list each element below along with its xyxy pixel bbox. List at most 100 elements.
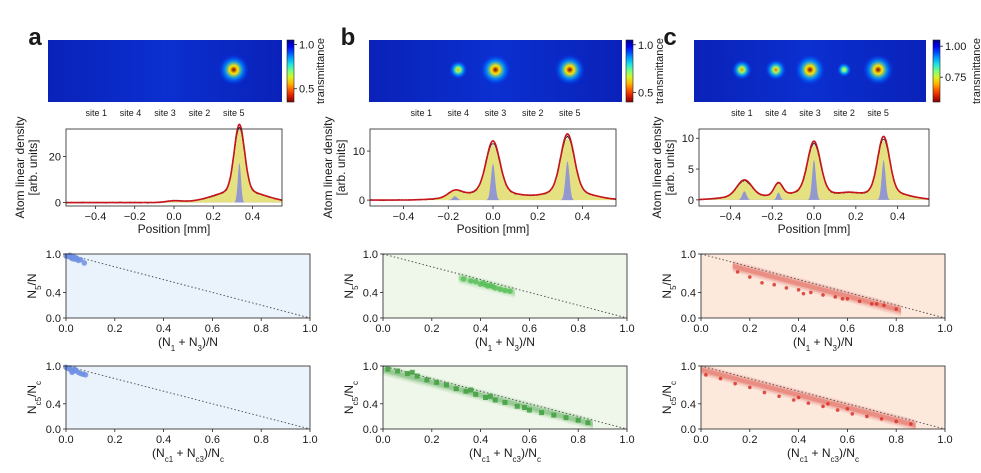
data-point — [748, 275, 752, 279]
y-tick-label: 0.0 — [681, 313, 696, 325]
atom-cloud-spot — [553, 53, 586, 86]
data-point — [784, 286, 789, 290]
data-point — [81, 260, 88, 266]
y-tick-label: 1.0 — [363, 361, 378, 373]
data-point — [894, 307, 898, 311]
x-tick-label: 0.0 — [58, 434, 73, 446]
y-axis-label: Atom linear density — [650, 116, 664, 218]
data-point — [522, 405, 528, 411]
x-tick-label: 0.2 — [742, 434, 757, 446]
data-point — [796, 288, 801, 292]
diagonal-reference-line — [65, 253, 311, 319]
absorption-image — [48, 40, 282, 102]
site-label: site 5 — [867, 108, 889, 118]
x-tick-label: 0.2 — [424, 434, 439, 446]
condensate-fill — [699, 159, 929, 200]
y-axis-label: N5/N — [25, 273, 43, 298]
x-tick-label: 0.0 — [693, 434, 708, 446]
data-point — [551, 412, 557, 418]
y-tick-label: 1.0 — [363, 249, 378, 261]
y-tick-label: 0 — [688, 195, 694, 207]
panel-a: a site 1 site 4 site 3 site 2 site 5 1.0 0.5 tra… — [13, 24, 327, 464]
data-point — [463, 388, 469, 394]
colorbar-tick-label: 0.75 — [945, 72, 966, 84]
data-point — [806, 401, 811, 405]
x-tick-label: 0.8 — [254, 323, 269, 335]
data-point — [733, 381, 737, 386]
x-tick-label: 0.0 — [693, 323, 708, 335]
site-label: site 2 — [189, 108, 211, 118]
y-tick-label: 0.0 — [46, 313, 61, 325]
data-point — [821, 293, 825, 297]
data-point — [762, 390, 767, 395]
x-tick-label: 0.4 — [890, 211, 905, 223]
y-tick-label: 0.0 — [681, 424, 696, 436]
x-tick-label: 1.0 — [619, 434, 634, 446]
diagonal-reference-line — [700, 365, 946, 430]
data-point — [865, 414, 869, 419]
y-tick-label: 0 — [55, 198, 61, 210]
plot-frame — [700, 365, 946, 430]
data-point — [472, 278, 479, 285]
data-point — [840, 297, 845, 301]
diagonal-reference-line — [65, 365, 311, 430]
data-point — [460, 276, 467, 282]
y-tick-label: 0.0 — [363, 313, 378, 325]
y-tick-label: 10 — [353, 146, 365, 158]
atom-cloud-spot — [479, 53, 512, 86]
data-point — [735, 270, 740, 274]
data-point — [845, 297, 850, 301]
data-point — [585, 420, 591, 426]
distribution-band — [701, 367, 916, 428]
data-point — [66, 365, 73, 371]
x-tick-label: 0.6 — [205, 434, 220, 446]
x-tick-label: 0.8 — [254, 434, 269, 446]
y-tick-label: 0.4 — [363, 399, 378, 411]
x-tick-label: −0.2 — [437, 211, 459, 223]
data-point — [468, 387, 474, 393]
y-axis-label: N5/N — [660, 273, 678, 298]
data-point — [82, 372, 89, 378]
y-tick-label: 0.4 — [46, 287, 61, 299]
x-tick-label: 0.2 — [742, 323, 757, 335]
plot-frame — [65, 253, 311, 319]
y-tick-label: 0.4 — [681, 399, 696, 411]
scatter-top-chart: 0.0 0.2 0.4 0.6 0.8 1.0 0.0 0.4 1.0 (N1 + N3)/N N5… — [25, 249, 318, 353]
y-tick-label: 0.4 — [681, 287, 696, 299]
data-point — [772, 282, 776, 287]
data-point — [468, 278, 474, 284]
colorbar-tick-label: 0.5 — [638, 87, 653, 99]
site-label: site 1 — [731, 108, 753, 118]
y-tick-label: 0 — [359, 195, 365, 207]
data-point — [526, 407, 532, 413]
x-tick-label: 0.4 — [156, 434, 171, 446]
y-tick-label: 0.4 — [46, 399, 61, 411]
data-point — [487, 393, 493, 399]
y-tick-label: 1.0 — [46, 249, 61, 261]
data-point — [539, 410, 545, 416]
data-point — [826, 402, 830, 406]
x-tick-label: −0.2 — [761, 211, 783, 223]
x-tick-label: 0.2 — [107, 434, 122, 446]
data-point — [482, 395, 488, 400]
data-point — [760, 281, 764, 285]
y-tick-label: 10 — [682, 133, 694, 145]
x-axis-label: (Nc1 + Nc3)/Nc — [469, 446, 541, 464]
y-tick-label: 0.4 — [363, 287, 378, 299]
data-point — [777, 394, 781, 399]
data-point — [395, 368, 401, 374]
data-point — [404, 371, 410, 377]
y-axis-label: Nc5/Nc — [25, 381, 43, 414]
site-label: site 4 — [447, 108, 469, 118]
x-tick-label: 1.0 — [302, 323, 317, 335]
data-point — [821, 404, 825, 409]
x-tick-label: 0.0 — [375, 323, 390, 335]
x-tick-label: −0.4 — [393, 211, 415, 223]
fit-line — [699, 135, 930, 201]
atom-cloud-spot — [862, 53, 895, 86]
atom-cloud-spot — [217, 53, 250, 86]
atom-cloud-spot — [731, 59, 753, 81]
x-axis-label: (N1 + N3)/N — [475, 335, 535, 353]
y-axis-label: Atom linear density — [13, 116, 27, 218]
